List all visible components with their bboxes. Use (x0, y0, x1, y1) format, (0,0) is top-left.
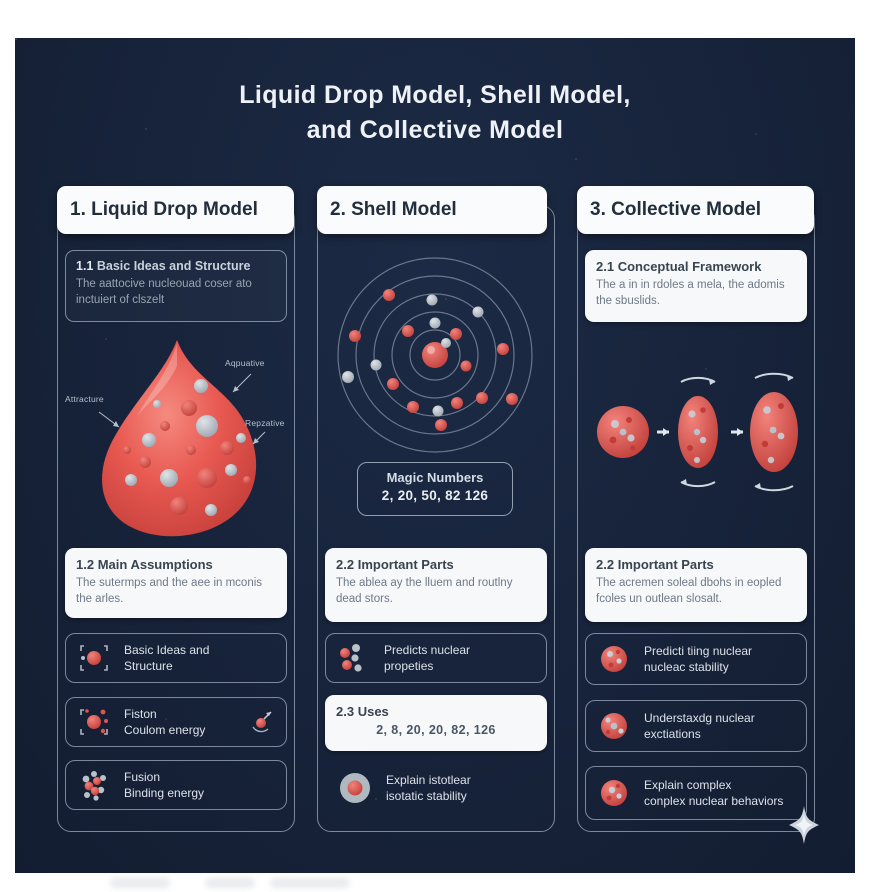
bottom-white-strip (0, 873, 870, 892)
sparkle-icon (789, 806, 819, 844)
list-item-label: Understaxdg nuclear exctiations (644, 710, 755, 741)
dark-panel: Liquid Drop Model, Shell Model, and Coll… (15, 38, 855, 873)
section-number: 2.2 (596, 557, 615, 572)
nucleus-ball-icon (601, 780, 627, 806)
list-item-basic-ideas: Basic Ideas and Structure (65, 633, 287, 683)
liquid-drop-svg (98, 340, 266, 537)
list-item-predict-stability: Predicti tiing nuclear nucleac stability (585, 633, 807, 685)
section-body: The ablea ay the lluem and routlny dead … (336, 577, 513, 606)
list-item-label: Explain complex conplex nuclear behavior… (644, 777, 784, 808)
section-body: The acremen soleal dbohs in eopled fcole… (596, 577, 782, 606)
section-title: 1.1 Basic Ideas and Structure (76, 259, 276, 273)
list-item-label: Explain istotlear isotatic stability (386, 772, 471, 803)
section-number: 1.2 (76, 557, 95, 572)
section-title-text: Basic Ideas and Structure (96, 259, 251, 273)
isotope-stability-icon (340, 773, 370, 803)
section-body: The a in in rdoles a mela, the adomis th… (596, 279, 785, 308)
list-item-label: Predicts nuclear propeties (384, 642, 471, 673)
spin-particle-icon (252, 711, 272, 733)
fission-icon (80, 709, 108, 735)
section-number: 2.2 (336, 557, 355, 572)
collective-deformation-illustration (585, 340, 807, 515)
section-title: 2.2 Important Parts (336, 557, 536, 572)
section-number: 2.1 (596, 259, 615, 274)
section-box-1-2: 1.2 Main Assumptions The sutermps and th… (65, 548, 287, 618)
watermark-smudge (205, 878, 255, 888)
page-title: Liquid Drop Model, Shell Model, and Coll… (15, 78, 855, 148)
list-item-fusion: Fusion Binding energy (65, 760, 287, 810)
watermark-smudge (270, 878, 350, 888)
collective-deformation-svg (597, 372, 798, 492)
column-liquid-drop-model: 1. Liquid Drop Model 1.1 Basic Ideas and… (57, 186, 295, 832)
section-number: 2.3 (336, 704, 355, 719)
section-box-1-1: 1.1 Basic Ideas and Structure The aattoc… (65, 250, 287, 322)
column-header-liquid-drop: 1. Liquid Drop Model (57, 186, 294, 234)
column-shell-model: 2. Shell Model (317, 186, 555, 832)
magic-numbers-box: Magic Numbers 2, 20, 50, 82 126 (357, 462, 513, 516)
fusion-cluster-icon (82, 771, 106, 801)
section-body: The aattocive nucleouad coser ato inctui… (76, 278, 252, 307)
page-title-line2: and Collective Model (306, 116, 564, 144)
list-item-predicts: Predicts nuclear propeties (325, 633, 547, 683)
viewfinder-nucleus-icon (80, 645, 108, 671)
column-header-shell: 2. Shell Model (317, 186, 547, 234)
section-title: 2.3 Uses (336, 704, 536, 719)
magic-numbers-label: Magic Numbers (386, 470, 484, 485)
section-title-text: Conceptual Framework (617, 259, 762, 274)
drop-label-repulsive-top: Aqpuative (225, 358, 265, 368)
shell-orbits-illustration (325, 255, 547, 455)
drop-label-repulsive-right: Repzative (245, 418, 285, 428)
list-item-label: Basic Ideas and Structure (124, 642, 210, 673)
watermark-smudge (110, 878, 170, 888)
column-collective-model: 3. Collective Model 2.1 Conceptual Frame… (577, 186, 815, 832)
list-item-explain-stability: Explain istotlear isotatic stability (325, 762, 547, 814)
list-item-explain-behaviors: Explain complex conplex nuclear behavior… (585, 766, 807, 820)
drop-label-attractive: Attracture (65, 394, 104, 404)
section-title: 2.2 Important Parts (596, 557, 796, 572)
background-stars (15, 38, 17, 40)
section-title-text: Important Parts (357, 557, 454, 572)
section-title-text: Uses (357, 704, 389, 719)
magic-numbers-values: 2, 20, 50, 82 126 (381, 488, 489, 503)
page-title-line1: Liquid Drop Model, Shell Model, (239, 81, 631, 109)
list-item-understand-excitations: Understaxdg nuclear exctiations (585, 700, 807, 752)
nucleus-ball-icon (601, 713, 627, 739)
list-item-label: Fiston Coulom energy (124, 706, 206, 737)
shell-orbits-svg (337, 257, 533, 453)
section-title: 2.1 Conceptual Framework (596, 259, 796, 274)
list-item-label: Fusion Binding energy (124, 769, 205, 800)
section-body: The sutermps and the aee in mconis the a… (76, 577, 263, 606)
section-title-text: Important Parts (617, 557, 714, 572)
column-header-collective: 3. Collective Model (577, 186, 814, 234)
section-box-2-1: 2.1 Conceptual Framework The a in in rdo… (585, 250, 807, 322)
list-item-fission: Fiston Coulom energy (65, 697, 287, 747)
uses-numbers: 2, 8, 20, 20, 82, 126 (376, 723, 496, 737)
nucleus-ball-icon (601, 646, 627, 672)
section-title-text: Main Assumptions (97, 557, 213, 572)
liquid-drop-illustration: Attracture Aqpuative Repzative (65, 330, 287, 542)
section-box-2-3-uses: 2.3 Uses 2, 8, 20, 20, 82, 126 (325, 695, 547, 751)
section-box-3-2-2: 2.2 Important Parts The acremen soleal d… (585, 548, 807, 622)
nucleon-cluster-icon (340, 644, 362, 672)
list-item-label: Predicti tiing nuclear nucleac stability (644, 643, 753, 674)
section-number: 1.1 (76, 259, 94, 273)
section-box-2-2: 2.2 Important Parts The ablea ay the llu… (325, 548, 547, 622)
section-title: 1.2 Main Assumptions (76, 557, 276, 572)
